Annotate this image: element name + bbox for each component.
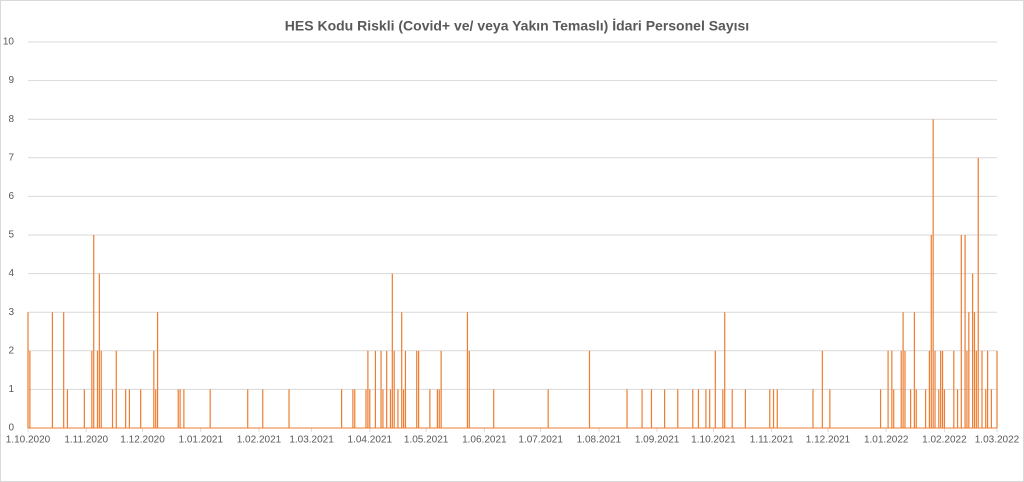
x-tick-label: 1.05.2021 [404,435,449,446]
y-tick-label: 10 [3,37,15,48]
x-tick-label: 1.12.2021 [806,435,851,446]
x-tick-label: 1.04.2021 [348,435,393,446]
y-tick-label: 1 [8,384,14,395]
y-tick-label: 5 [8,230,14,241]
x-tick-label: 1.02.2022 [922,435,967,446]
x-tick-label: 1.08.2021 [577,435,622,446]
y-tick-label: 9 [8,75,14,86]
chart-title: HES Kodu Riskli (Covid+ ve/ veya Yakın T… [285,18,749,34]
x-tick-label: 1.03.2021 [289,435,334,446]
x-tick-label: 1.12.2020 [120,435,165,446]
x-tick-label: 1.01.2022 [864,435,909,446]
x-tick-label: 1.03.2022 [975,435,1020,446]
y-tick-label: 7 [8,152,14,163]
y-tick-label: 4 [8,268,14,279]
x-tick-label: 1.10.2021 [691,435,736,446]
x-tick-label: 1.07.2021 [518,435,563,446]
x-tick-label: 1.06.2021 [462,435,507,446]
y-tick-label: 8 [8,114,14,125]
x-tick-label: 1.11.2020 [64,435,108,446]
x-tick-label: 1.09.2021 [635,435,680,446]
y-tick-label: 6 [8,191,14,202]
y-tick-label: 2 [8,345,14,356]
y-tick-label: 0 [8,423,14,434]
x-tick-label: 1.01.2021 [179,435,224,446]
x-tick-label: 1.02.2021 [237,435,282,446]
x-tick-label: 1.10.2020 [6,435,51,446]
y-tick-label: 3 [8,307,14,318]
x-tick-label: 1.11.2021 [750,435,794,446]
